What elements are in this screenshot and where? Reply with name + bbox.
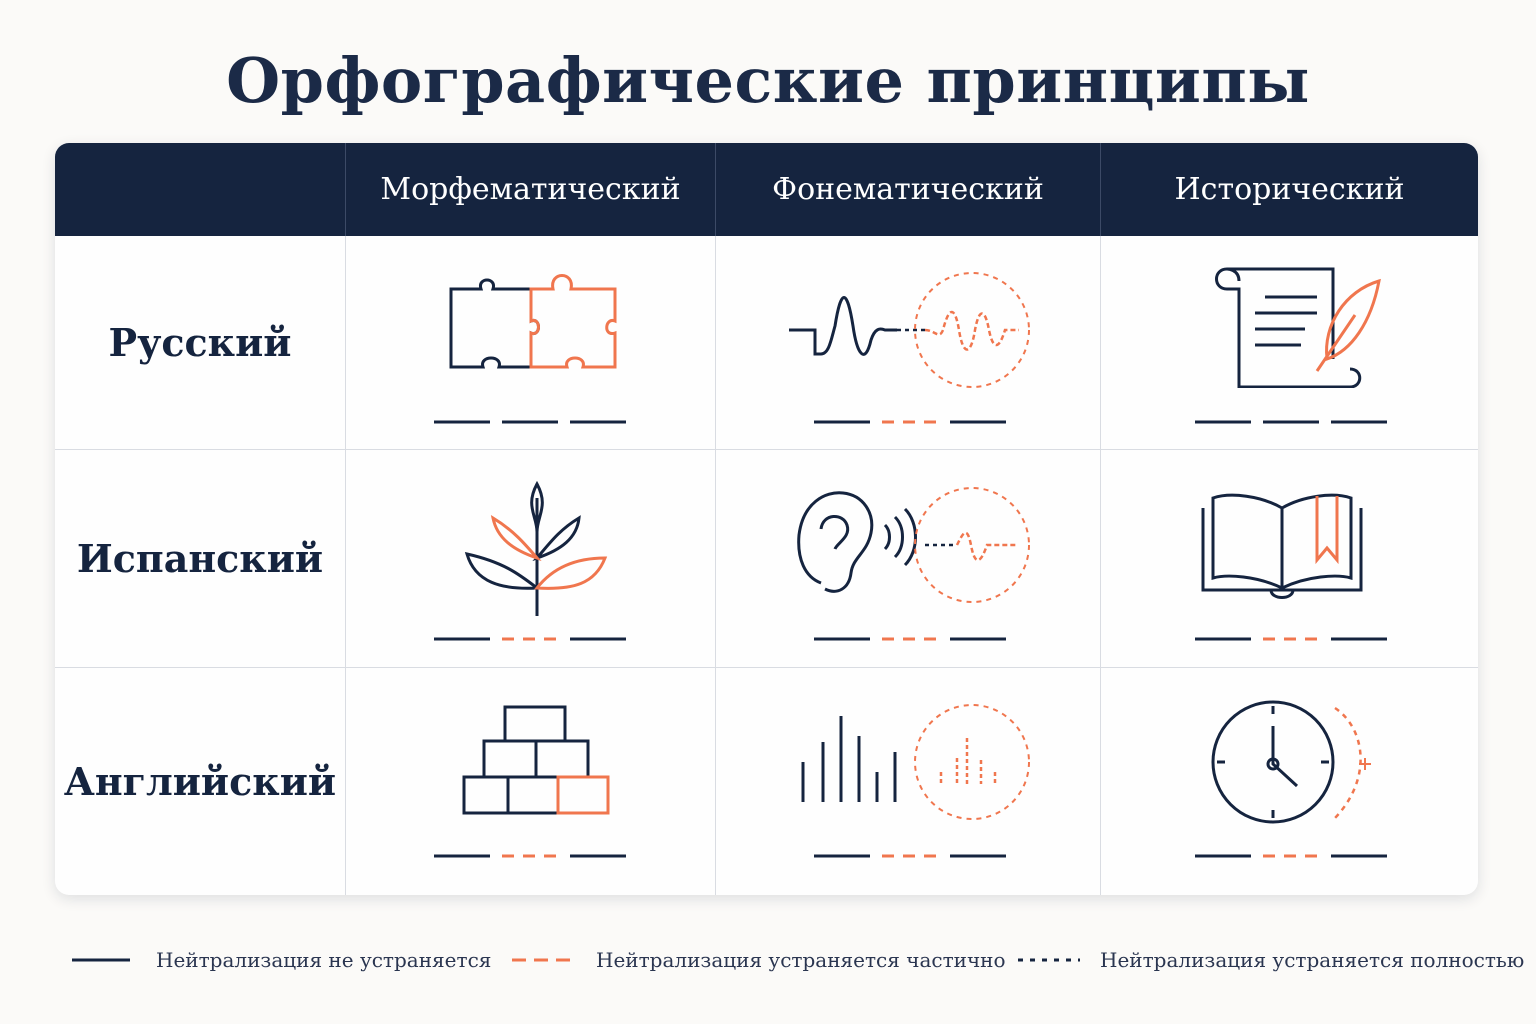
- legend-label: Нейтрализация не устраняется: [156, 948, 492, 972]
- header-divider: [715, 143, 716, 236]
- principles-table: Морфематический Фонематический Историчес…: [55, 143, 1478, 895]
- legend-label: Нейтрализация устраняется полностью: [1100, 948, 1525, 972]
- header-divider: [345, 143, 346, 236]
- blocks-pyramid-icon: [462, 705, 610, 815]
- row-label-english: Английский: [63, 759, 337, 804]
- marker-solid: [1195, 854, 1251, 858]
- column-divider: [715, 236, 716, 895]
- marker-solid: [434, 420, 490, 424]
- marker-dashed: [502, 637, 558, 641]
- column-divider: [345, 236, 346, 895]
- table-header: Морфематический Фонематический Историчес…: [55, 143, 1478, 236]
- legend-item-dotted: Нейтрализация устраняется полностью: [1018, 940, 1524, 980]
- sound-bars-icon: [801, 704, 1030, 820]
- marker-solid: [1263, 420, 1319, 424]
- column-header-morphematic: Морфематический: [380, 172, 681, 207]
- marker-solid: [814, 637, 870, 641]
- row-label-russian: Русский: [108, 320, 292, 365]
- marker-solid: [1331, 854, 1387, 858]
- marker-solid: [570, 420, 626, 424]
- marker-solid: [434, 854, 490, 858]
- marker-dashed: [1263, 854, 1319, 858]
- legend-item-solid: Нейтрализация не устраняется: [72, 940, 491, 980]
- marker-dashed: [882, 420, 938, 424]
- open-book-icon: [1201, 493, 1363, 599]
- column-divider: [1100, 236, 1101, 895]
- marker-solid: [1331, 637, 1387, 641]
- marker-solid: [814, 420, 870, 424]
- puzzle-icon: [449, 274, 617, 369]
- row-label-spanish: Испанский: [76, 536, 324, 581]
- marker-dashed: [882, 854, 938, 858]
- marker-dashed: [882, 637, 938, 641]
- marker-solid: [570, 854, 626, 858]
- legend: Нейтрализация не устраняется Нейтрализац…: [0, 940, 1536, 980]
- legend-item-dashed: Нейтрализация устраняется частично: [512, 940, 1006, 980]
- marker-solid: [1195, 420, 1251, 424]
- clock-icon: [1211, 700, 1371, 824]
- marker-solid: [814, 854, 870, 858]
- marker-solid: [950, 854, 1006, 858]
- row-divider: [55, 449, 1478, 450]
- marker-solid: [950, 637, 1006, 641]
- dashed-line-icon: [512, 958, 576, 962]
- marker-solid: [502, 420, 558, 424]
- sprout-icon: [464, 480, 608, 616]
- column-header-historical: Исторический: [1174, 172, 1405, 207]
- marker-solid: [1195, 637, 1251, 641]
- legend-label: Нейтрализация устраняется частично: [596, 948, 1006, 972]
- marker-solid: [434, 637, 490, 641]
- page-title: Орфографические принципы: [226, 44, 1310, 117]
- marker-dashed: [502, 854, 558, 858]
- marker-solid: [950, 420, 1006, 424]
- dotted-line-icon: [1018, 958, 1080, 962]
- marker-solid: [1331, 420, 1387, 424]
- column-header-phonematic: Фонематический: [772, 172, 1044, 207]
- header-divider: [1100, 143, 1101, 236]
- row-divider: [55, 667, 1478, 668]
- ear-sound-icon: [797, 487, 1030, 603]
- solid-line-icon: [72, 958, 130, 962]
- marker-solid: [570, 637, 626, 641]
- scroll-quill-icon: [1215, 267, 1381, 388]
- soundwave-icon: [789, 272, 1030, 388]
- marker-dashed: [1263, 637, 1319, 641]
